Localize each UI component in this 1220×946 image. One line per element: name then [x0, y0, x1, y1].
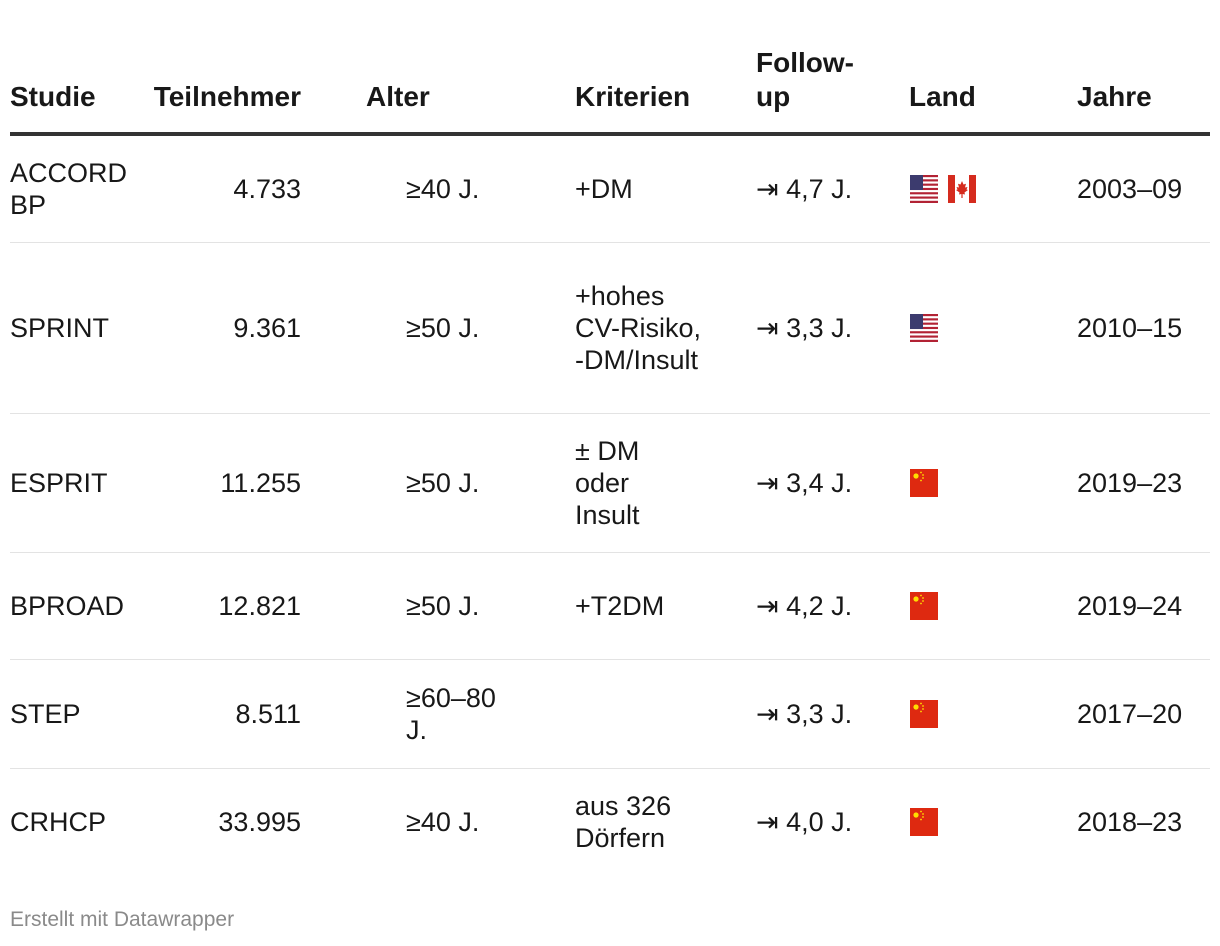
cell-studie: BPROAD — [10, 552, 140, 660]
cell-jahre: 2003–09 — [1077, 134, 1210, 243]
cell-jahre: 2019–24 — [1077, 552, 1210, 660]
cell-jahre: 2018–23 — [1077, 807, 1183, 837]
cell-kriterien: +hohes CV-Risiko, -DM/Insult — [575, 242, 735, 414]
cell-kriterien: +T2DM — [575, 552, 735, 660]
table-row: ESPRIT 11.255 ≥50 J. ± DM oder Insult ⇥ … — [10, 413, 1210, 553]
table-row: STEP 8.511 ≥60–80 J. ⇥ 3,3 J. 2017–20 — [10, 659, 1210, 769]
studies-table: Studie Teilnehmer Alter Kriterien Follow… — [10, 36, 1210, 875]
cell-alter: ≥50 J. — [341, 552, 575, 660]
cell-jahre: 2010–15 — [1077, 242, 1210, 414]
cell-land — [909, 242, 1077, 414]
cell-jahre: 2019–23 — [1077, 413, 1210, 553]
cell-land — [909, 413, 1077, 553]
table-row: SPRINT 9.361 ≥50 J. +hohes CV-Risiko, -D… — [10, 242, 1210, 414]
cell-studie: ACCORD BP — [10, 134, 140, 243]
cell-land — [909, 769, 1077, 876]
cell-alter: ≥50 J. — [341, 242, 575, 414]
cell-follow-up: ⇥ 3,3 J. — [735, 242, 909, 414]
cell-follow-up: ⇥ 4,7 J. — [735, 134, 909, 243]
header-jahre: Jahre — [1077, 36, 1210, 136]
cell-land — [909, 552, 1077, 660]
cell-teilnehmer: 33.995 — [218, 807, 301, 837]
cell-land — [909, 659, 1077, 769]
cell-alter: ≥60–80 J. — [341, 659, 575, 769]
header-alter: Alter — [341, 36, 575, 136]
cell-alter: ≥40 J. — [341, 134, 575, 243]
cell-kriterien: ± DM oder Insult — [575, 413, 735, 553]
cell-teilnehmer: 8.511 — [140, 659, 341, 769]
cell-land — [909, 134, 1077, 243]
cn-flag-icon — [910, 808, 938, 836]
cn-flag-icon — [910, 592, 938, 620]
cell-follow-up: ⇥ 3,3 J. — [735, 659, 909, 769]
cell-kriterien: aus 326 Dörfern — [575, 791, 672, 853]
table-row: ACCORD BP 4.733 ≥40 J. +DM ⇥ 4,7 J. — [10, 134, 1210, 243]
cell-studie: CRHCP — [10, 807, 107, 837]
cn-flag-icon — [910, 700, 938, 728]
header-row: Studie Teilnehmer Alter Kriterien Follow… — [10, 36, 1210, 136]
cell-studie: SPRINT — [10, 242, 140, 414]
cell-kriterien: +DM — [575, 134, 735, 243]
cell-follow-up: ⇥ 4,2 J. — [735, 552, 909, 660]
datawrapper-credit[interactable]: Erstellt mit Datawrapper — [10, 908, 235, 931]
header-follow-up: Follow-up — [735, 36, 909, 136]
us-flag-icon — [910, 175, 938, 203]
cell-teilnehmer: 11.255 — [140, 413, 341, 553]
ca-flag-icon — [948, 175, 976, 203]
header-studie: Studie — [10, 36, 140, 136]
cn-flag-icon — [910, 469, 938, 497]
us-flag-icon — [910, 314, 938, 342]
cell-alter: ≥50 J. — [341, 413, 575, 553]
cell-teilnehmer: 12.821 — [140, 552, 341, 660]
cell-kriterien — [575, 659, 735, 769]
table-row: BPROAD 12.821 ≥50 J. +T2DM ⇥ 4,2 J. 20 — [10, 552, 1210, 660]
header-land: Land — [909, 36, 1077, 136]
cell-alter: ≥40 J. — [406, 807, 480, 837]
header-kriterien: Kriterien — [575, 36, 735, 136]
cell-jahre: 2017–20 — [1077, 659, 1210, 769]
cell-teilnehmer: 9.361 — [140, 242, 341, 414]
cell-follow-up: ⇥ 3,4 J. — [735, 413, 909, 553]
cell-teilnehmer: 4.733 — [140, 134, 341, 243]
cell-studie: ESPRIT — [10, 413, 140, 553]
cell-follow-up: ⇥ 4,0 J. — [756, 807, 853, 837]
cell-studie: STEP — [10, 659, 140, 769]
header-teilnehmer: Teilnehmer — [140, 36, 341, 136]
table-row: CRHCP 33.995 ≥40 J. aus 326 Dörfern ⇥ 4,… — [10, 769, 1210, 876]
